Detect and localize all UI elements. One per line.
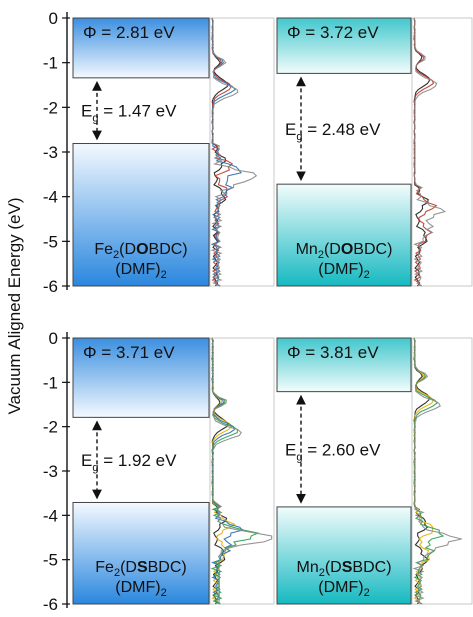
material-formula: Mn2(DOBDC) — [296, 241, 393, 261]
work-function-label: Φ = 3.81 eV — [287, 343, 379, 362]
y-tick-label: -4 — [43, 506, 58, 525]
dos-curve — [210, 17, 258, 287]
material-formula: Fe2(DOBDC) — [94, 241, 187, 261]
y-tick-label: -5 — [43, 232, 58, 251]
y-tick-label: -3 — [43, 143, 58, 162]
dos-curve — [413, 337, 445, 605]
dos-curve — [211, 17, 229, 287]
material-mn-top: Φ = 3.72 eV Eg = 2.48 eV Mn2(DOBDC)(DMF)2 — [276, 17, 473, 287]
conduction-band-bar — [72, 337, 210, 418]
band-gap-label: Eg = 1.92 eV — [81, 451, 177, 474]
dos-curve — [211, 337, 273, 605]
y-tick-label: -1 — [43, 54, 58, 73]
y-tick-label: -2 — [43, 418, 58, 437]
conduction-band-bar — [72, 17, 210, 79]
material-fe-bottom: Φ = 3.71 eV Eg = 1.92 eV Fe2(DSBDC)(DMF)2 — [72, 337, 275, 605]
y-tick-label: -6 — [43, 277, 58, 296]
y-axis-label: Vacuum Aligned Energy (eV) — [5, 197, 24, 414]
dos-frame — [411, 337, 473, 605]
band-gap-label: Eg = 2.60 eV — [285, 440, 381, 463]
y-tick-label: -6 — [43, 595, 58, 612]
material-solvent: (DMF)2 — [318, 579, 369, 599]
material-formula: Fe2(DSBDC) — [95, 559, 186, 579]
valence-band-bar — [276, 506, 412, 605]
y-tick-label: 0 — [49, 9, 58, 28]
material-solvent: (DMF)2 — [318, 261, 369, 281]
conduction-band-bar — [276, 337, 412, 393]
work-function-label: Φ = 3.72 eV — [287, 23, 379, 42]
y-tick-label: 0 — [49, 329, 58, 348]
y-tick-label: -4 — [43, 188, 58, 207]
valence-band-bar — [72, 143, 210, 287]
dos-frame — [209, 17, 275, 287]
dos-curve — [412, 337, 462, 605]
dos-frame — [209, 337, 275, 605]
material-mn-bottom: Φ = 3.81 eV Eg = 2.60 eV Mn2(DSBDC)(DMF)2 — [276, 337, 473, 605]
dos-curve — [211, 337, 244, 605]
y-tick-label: -1 — [43, 373, 58, 392]
material-formula: Mn2(DSBDC) — [296, 559, 391, 579]
material-solvent: (DMF)2 — [115, 261, 166, 281]
work-function-label: Φ = 3.71 eV — [83, 343, 175, 362]
material-fe-top: Φ = 2.81 eV Eg = 1.47 eV Fe2(DOBDC)(DMF)2 — [72, 17, 275, 287]
y-tick-label: -3 — [43, 462, 58, 481]
dos-curve — [413, 17, 447, 287]
valence-band-bar — [72, 501, 210, 605]
band-gap-label: Eg = 2.48 eV — [285, 120, 381, 143]
y-tick-label: -5 — [43, 551, 58, 570]
work-function-label: Φ = 2.81 eV — [83, 23, 175, 42]
dos-curve — [211, 337, 229, 605]
valence-band-bar — [276, 183, 412, 287]
material-solvent: (DMF)2 — [115, 579, 166, 599]
dos-frame — [411, 17, 473, 287]
conduction-band-bar — [276, 17, 412, 74]
band-gap-label: Eg = 1.47 eV — [81, 102, 177, 125]
panel-bottom: 0 -1 -2 -3 -4 -5 -6 Φ = 3.71 eV Eg = 1.92 eV Fe2(… — [43, 329, 473, 614]
panel-top: 0 -1 -2 -3 -4 -5 -6 Φ = 2.81 eV Eg = 1.47 eV Fe2(… — [43, 9, 473, 296]
y-tick-label: -2 — [43, 98, 58, 117]
dos-curve — [413, 17, 430, 287]
